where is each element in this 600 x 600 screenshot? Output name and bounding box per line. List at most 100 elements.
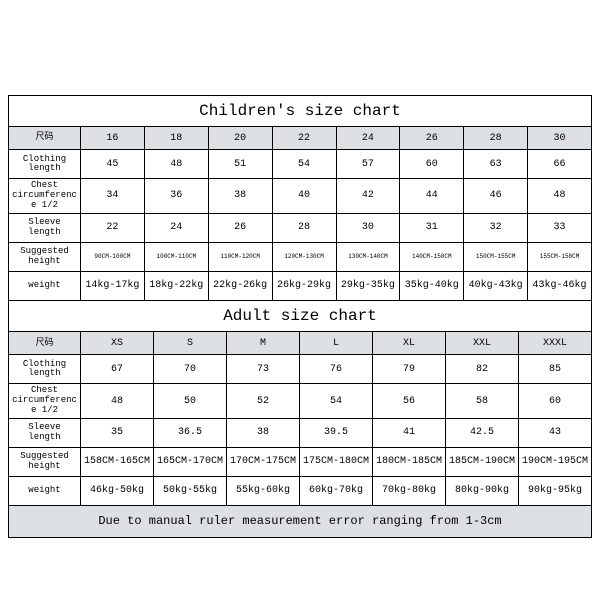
row-label: weight — [9, 272, 81, 301]
cell: 100CM-110CM — [144, 243, 208, 272]
table-row: Chest circumference 1/2 34 36 38 40 42 4… — [9, 179, 592, 214]
cell: 41 — [373, 419, 446, 448]
cell: 46 — [464, 179, 528, 214]
cell: 40kg-43kg — [464, 272, 528, 301]
row-label: weight — [9, 477, 81, 506]
cell: 120CM-130CM — [272, 243, 336, 272]
adult-size-xxl: XXL — [446, 332, 519, 355]
cell: 130CM-140CM — [336, 243, 400, 272]
adult-size-xxxl: XXXL — [519, 332, 592, 355]
children-size-28: 28 — [464, 127, 528, 150]
cell: 26kg-29kg — [272, 272, 336, 301]
children-size-18: 18 — [144, 127, 208, 150]
cell: 54 — [272, 150, 336, 179]
adult-size-xl: XL — [373, 332, 446, 355]
row-label: Suggested height — [9, 448, 81, 477]
cell: 48 — [81, 384, 154, 419]
cell: 35kg-40kg — [400, 272, 464, 301]
cell: 185CM-190CM — [446, 448, 519, 477]
cell: 40 — [272, 179, 336, 214]
cell: 46kg-50kg — [81, 477, 154, 506]
cell: 42 — [336, 179, 400, 214]
adult-size-l: L — [300, 332, 373, 355]
table-row: Sleeve length 35 36.5 38 39.5 41 42.5 43 — [9, 419, 592, 448]
table-row: Sleeve length 22 24 26 28 30 31 32 33 — [9, 214, 592, 243]
cell: 31 — [400, 214, 464, 243]
cell: 73 — [227, 355, 300, 384]
cell: 43 — [519, 419, 592, 448]
children-size-16: 16 — [81, 127, 145, 150]
cell: 90CM-100CM — [81, 243, 145, 272]
cell: 34 — [81, 179, 145, 214]
cell: 38 — [227, 419, 300, 448]
cell: 30 — [336, 214, 400, 243]
cell: 39.5 — [300, 419, 373, 448]
adult-size-table: Adult size chart 尺码 XS S M L XL XXL XXXL… — [8, 300, 592, 538]
row-label: Suggested height — [9, 243, 81, 272]
cell: 140CM-150CM — [400, 243, 464, 272]
cell: 57 — [336, 150, 400, 179]
cell: 48 — [144, 150, 208, 179]
cell: 70 — [154, 355, 227, 384]
cell: 85 — [519, 355, 592, 384]
cell: 60 — [519, 384, 592, 419]
cell: 36 — [144, 179, 208, 214]
cell: 56 — [373, 384, 446, 419]
cell: 190CM-195CM — [519, 448, 592, 477]
table-row: weight 14kg-17kg 18kg-22kg 22kg-26kg 26k… — [9, 272, 592, 301]
cell: 24 — [144, 214, 208, 243]
cell: 36.5 — [154, 419, 227, 448]
adult-header-row: 尺码 XS S M L XL XXL XXXL — [9, 332, 592, 355]
adult-size-s: S — [154, 332, 227, 355]
adult-size-xs: XS — [81, 332, 154, 355]
cell: 175CM-180CM — [300, 448, 373, 477]
cell: 48 — [528, 179, 592, 214]
cell: 22kg-26kg — [208, 272, 272, 301]
row-label: Sleeve length — [9, 419, 81, 448]
measurement-note: Due to manual ruler measurement error ra… — [9, 506, 592, 538]
children-size-24: 24 — [336, 127, 400, 150]
table-row: Suggested height 90CM-100CM 100CM-110CM … — [9, 243, 592, 272]
cell: 90kg-95kg — [519, 477, 592, 506]
cell: 55kg-60kg — [227, 477, 300, 506]
cell: 42.5 — [446, 419, 519, 448]
cell: 51 — [208, 150, 272, 179]
children-header-row: 尺码 16 18 20 22 24 26 28 30 — [9, 127, 592, 150]
row-label: Chest circumference 1/2 — [9, 179, 81, 214]
cell: 165CM-170CM — [154, 448, 227, 477]
table-row: Chest circumference 1/2 48 50 52 54 56 5… — [9, 384, 592, 419]
cell: 22 — [81, 214, 145, 243]
row-label: Clothing length — [9, 355, 81, 384]
cell: 67 — [81, 355, 154, 384]
cell: 170CM-175CM — [227, 448, 300, 477]
children-size-30: 30 — [528, 127, 592, 150]
table-row: Clothing length 45 48 51 54 57 60 63 66 — [9, 150, 592, 179]
cell: 66 — [528, 150, 592, 179]
cell: 50 — [154, 384, 227, 419]
children-size-26: 26 — [400, 127, 464, 150]
adult-title-row: Adult size chart — [9, 301, 592, 332]
cell: 63 — [464, 150, 528, 179]
cell: 80kg-90kg — [446, 477, 519, 506]
row-label: Clothing length — [9, 150, 81, 179]
cell: 70kg-80kg — [373, 477, 446, 506]
cell: 14kg-17kg — [81, 272, 145, 301]
cell: 45 — [81, 150, 145, 179]
cell: 52 — [227, 384, 300, 419]
children-title-row: Children's size chart — [9, 96, 592, 127]
cell: 155CM-158CM — [528, 243, 592, 272]
children-title: Children's size chart — [9, 96, 592, 127]
adult-title: Adult size chart — [9, 301, 592, 332]
table-row: weight 46kg-50kg 50kg-55kg 55kg-60kg 60k… — [9, 477, 592, 506]
cell: 58 — [446, 384, 519, 419]
row-label: Sleeve length — [9, 214, 81, 243]
row-label: Chest circumference 1/2 — [9, 384, 81, 419]
cell: 110CM-120CM — [208, 243, 272, 272]
cell: 18kg-22kg — [144, 272, 208, 301]
adult-size-m: M — [227, 332, 300, 355]
cell: 50kg-55kg — [154, 477, 227, 506]
measurement-note-row: Due to manual ruler measurement error ra… — [9, 506, 592, 538]
cell: 150CM-155CM — [464, 243, 528, 272]
children-label-col-header: 尺码 — [9, 127, 81, 150]
cell: 60kg-70kg — [300, 477, 373, 506]
